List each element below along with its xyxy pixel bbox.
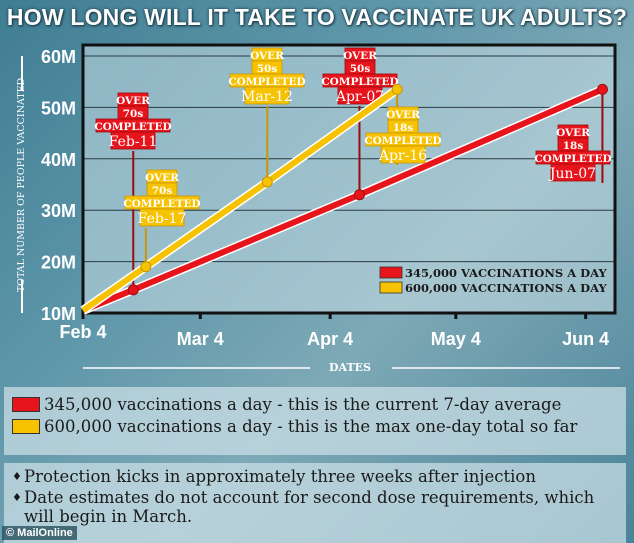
y-tick-label: 30M xyxy=(41,201,76,221)
callout-text: COMPLETED xyxy=(321,76,398,88)
series-line-yellow xyxy=(81,86,399,313)
data-point xyxy=(353,189,365,201)
y-tick-label: 40M xyxy=(41,150,76,170)
callout-text: OVER xyxy=(250,50,284,62)
callout-text: OVER xyxy=(556,127,590,139)
callout-text: OVER xyxy=(145,172,179,184)
legend-label: 600,000 VACCINATIONS A DAY xyxy=(405,281,607,295)
callout-text: COMPLETED xyxy=(123,198,200,210)
x-tick-label: Jun 4 xyxy=(562,329,609,349)
data-point xyxy=(140,261,152,273)
callout-text: OVER xyxy=(343,50,377,62)
data-point xyxy=(391,83,403,95)
y-tick-label: 20M xyxy=(41,253,76,273)
callout-text: Feb-17 xyxy=(138,211,187,227)
note-item: ♦ Date estimates do not account for secon… xyxy=(12,488,595,526)
callout-box xyxy=(380,145,426,164)
note-item: ♦ Protection kicks in approximately three… xyxy=(12,467,536,486)
chart-title: HOW LONG WILL IT TAKE TO VACCINATE UK AD… xyxy=(6,4,628,30)
y-tick-label: 50M xyxy=(41,98,76,118)
legend-row-yellow: 600,000 vaccinations a day - this is the… xyxy=(4,415,626,437)
callout-text: Apr-16 xyxy=(378,148,427,164)
callout-text: OVER xyxy=(386,109,420,121)
legend-text: 345,000 vaccinations a day - this is the… xyxy=(44,394,562,414)
bullet-icon: ♦ xyxy=(12,470,22,483)
legend-text: 600,000 vaccinations a day - this is the… xyxy=(44,416,578,436)
legend-label: 345,000 VACCINATIONS A DAY xyxy=(405,266,607,280)
legend-swatch xyxy=(379,281,403,294)
callout-text: Feb-11 xyxy=(109,134,158,150)
callout-text: OVER xyxy=(116,95,150,107)
series-line-red xyxy=(81,86,604,314)
yellow-swatch xyxy=(12,418,40,434)
legend-box: 345,000 vaccinations a day - this is the… xyxy=(4,387,626,455)
callout-text: COMPLETED xyxy=(228,76,305,88)
callout-text: Apr-07 xyxy=(335,89,384,105)
legend-swatch xyxy=(379,266,403,279)
legend-row-red: 345,000 vaccinations a day - this is the… xyxy=(4,393,626,415)
credit: © MailOnline xyxy=(2,526,77,540)
callout-text: 18s xyxy=(393,122,414,134)
y-tick-label: 60M xyxy=(41,47,76,67)
callout-text: 50s xyxy=(350,63,371,75)
callout-box xyxy=(139,208,185,227)
red-swatch xyxy=(12,396,40,412)
data-point xyxy=(596,83,608,95)
data-point xyxy=(261,176,273,188)
callout-text: COMPLETED xyxy=(534,153,611,165)
y-tick-label: 10M xyxy=(41,304,76,324)
callout-text: COMPLETED xyxy=(364,135,441,147)
notes-box: ♦ Protection kicks in approximately three… xyxy=(4,463,626,543)
callout-text: COMPLETED xyxy=(94,121,171,133)
bullet-icon: ♦ xyxy=(12,491,22,504)
callout-text: 70s xyxy=(123,108,144,120)
callout-box xyxy=(550,163,596,182)
callout-text: Mar-12 xyxy=(241,89,293,105)
line-chart: 10M 20M 30M 40M 50M 60M Feb 4 Mar 4 Apr 4 May 4 Ju… xyxy=(16,43,617,374)
callout-text: 50s xyxy=(257,63,278,75)
x-tick-label: Mar 4 xyxy=(177,329,224,349)
data-point xyxy=(127,284,139,296)
plot-border xyxy=(81,43,617,315)
callout-text: 70s xyxy=(152,185,173,197)
callout-text: 18s xyxy=(563,140,584,152)
x-axis-label: DATES xyxy=(329,361,371,374)
y-axis-label: TOTAL NUMBER OF PEOPLE VACCINATED xyxy=(16,77,27,292)
callout-box xyxy=(244,86,290,105)
x-tick-label: Apr 4 xyxy=(307,329,353,349)
callout-text: Jun-07 xyxy=(548,166,596,182)
x-tick-label: May 4 xyxy=(431,329,481,349)
x-tick-label: Feb 4 xyxy=(59,322,106,342)
callout-box xyxy=(110,131,156,150)
